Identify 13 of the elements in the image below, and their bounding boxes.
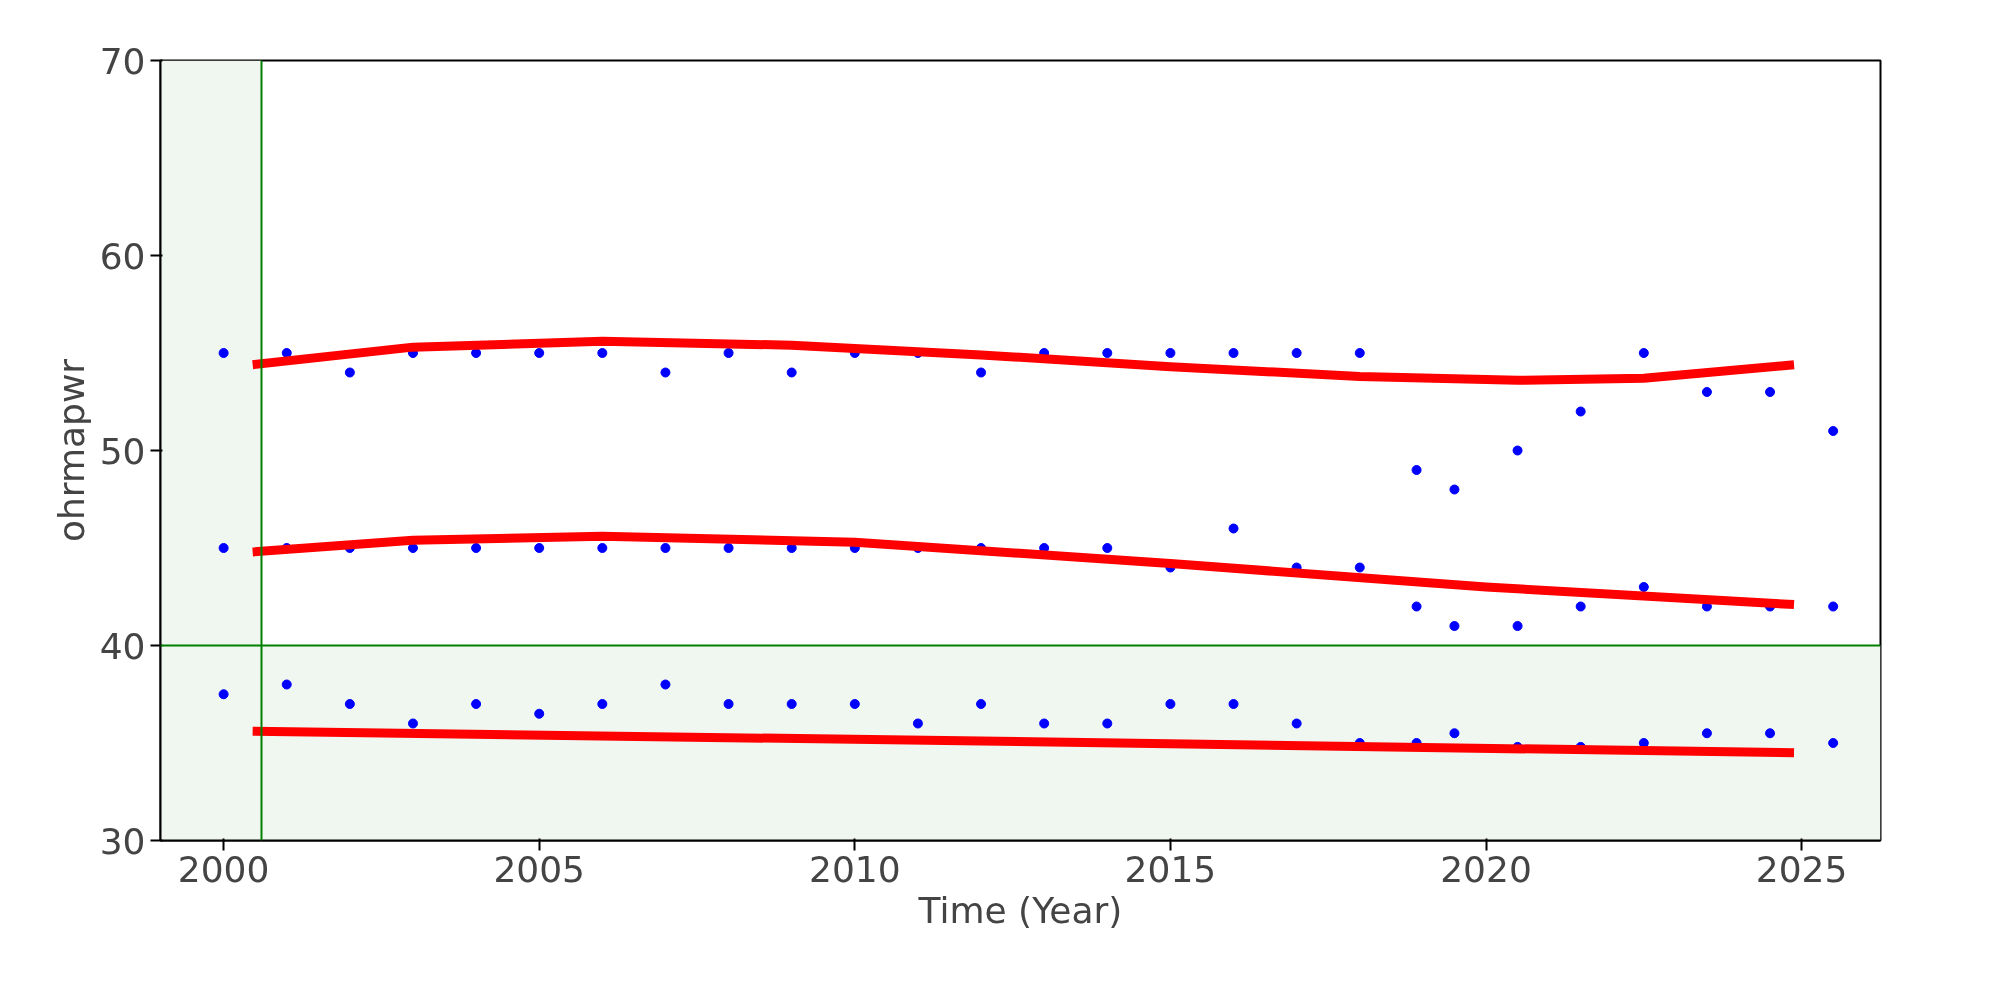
y-tick-label: 70 bbox=[99, 40, 146, 82]
y-tick-label: 50 bbox=[99, 430, 146, 472]
x-tick-label: 2020 bbox=[1440, 848, 1532, 890]
x-axis-title: Time (Year) bbox=[917, 889, 1123, 931]
x-tick-label: 2005 bbox=[493, 848, 586, 890]
y-tick-label: 40 bbox=[99, 625, 146, 667]
x-tick-label: 2000 bbox=[177, 848, 270, 890]
x-tick-label: 2010 bbox=[809, 848, 901, 890]
x-tick-label: 2015 bbox=[1124, 848, 1217, 890]
y-tick-label: 30 bbox=[99, 820, 146, 862]
x-tick-label: 2025 bbox=[1755, 848, 1848, 890]
y-axis-title: ohrmapwr bbox=[50, 358, 92, 543]
y-tick-label: 60 bbox=[99, 235, 146, 277]
